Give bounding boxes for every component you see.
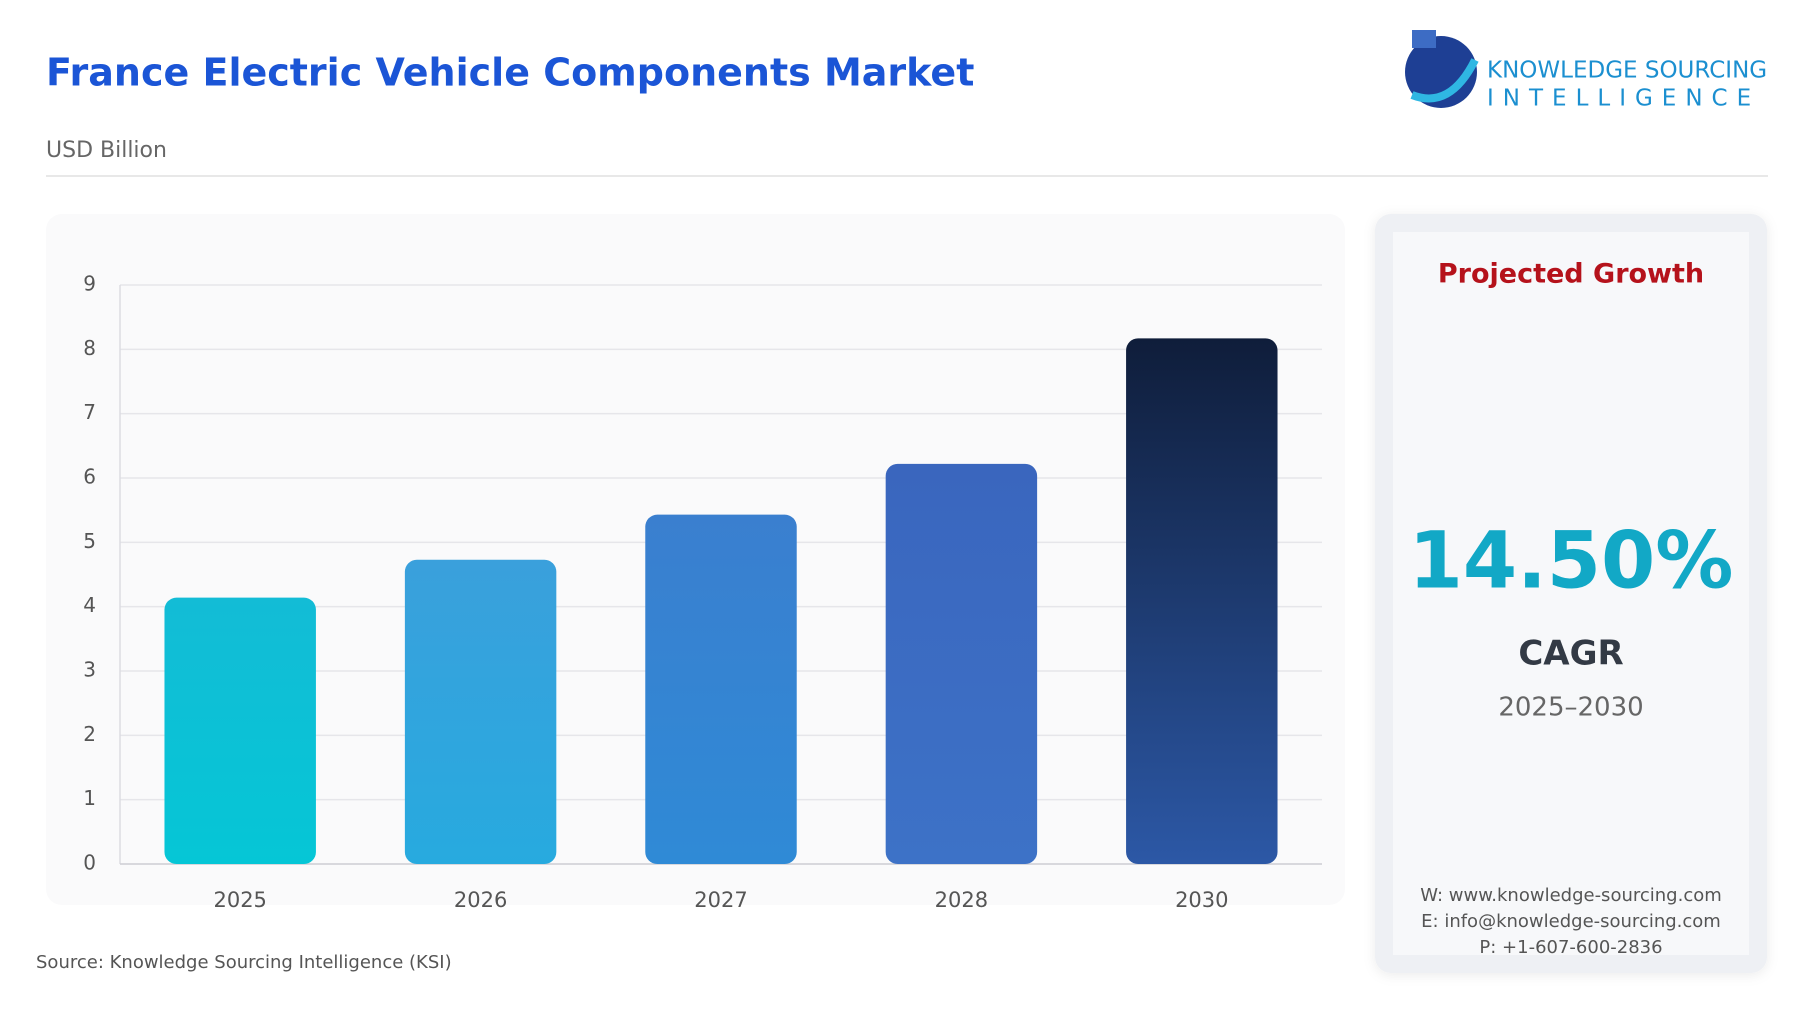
cagr-value: 14.50% bbox=[1409, 516, 1734, 606]
chart: 0 1 2 3 4 5 6 7 8 9 2025 2026 2027 2028 2030 bbox=[83, 272, 1322, 912]
x-tick-label: 2025 bbox=[213, 888, 266, 912]
y-tick-label: 3 bbox=[83, 658, 96, 682]
y-tick-label: 7 bbox=[83, 400, 96, 424]
bar bbox=[164, 597, 316, 864]
contact: E: info@knowledge-sourcing.com bbox=[1421, 911, 1721, 932]
logo: KNOWLEDGE SOURCING INTELLIGENCE bbox=[1405, 30, 1767, 112]
y-tick-label: 6 bbox=[83, 465, 96, 489]
y-tick-label: 9 bbox=[83, 272, 96, 296]
contact: W: www.knowledge-sourcing.com bbox=[1420, 885, 1722, 906]
source: Source: Knowledge Sourcing Intelligence … bbox=[36, 952, 452, 973]
logo-text: INTELLIGENCE bbox=[1487, 86, 1760, 112]
title: France Electric Vehicle Components Marke… bbox=[46, 51, 974, 95]
y-tick-label: 4 bbox=[83, 593, 96, 617]
cagr-label: CAGR bbox=[1518, 634, 1623, 674]
logo-text: KNOWLEDGE SOURCING bbox=[1487, 58, 1767, 84]
y-tick-label: 5 bbox=[83, 529, 96, 553]
y-tick-label: 2 bbox=[83, 722, 96, 746]
bar bbox=[404, 559, 557, 864]
y-tick-label: 8 bbox=[83, 336, 96, 360]
bar bbox=[885, 463, 1038, 864]
y-tick-label: 1 bbox=[83, 786, 96, 810]
x-tick-label: 2028 bbox=[935, 888, 988, 912]
bar bbox=[645, 514, 797, 864]
x-tick-label: 2027 bbox=[694, 888, 747, 912]
x-tick-label: 2030 bbox=[1175, 888, 1228, 912]
contact: P: +1-607-600-2836 bbox=[1479, 937, 1662, 958]
logo-blocks bbox=[1412, 30, 1436, 48]
growth-panel-inner bbox=[1393, 232, 1749, 955]
logo-globe bbox=[1405, 36, 1477, 108]
subtitle: USD Billion bbox=[46, 138, 167, 163]
cagr-period: 2025–2030 bbox=[1498, 693, 1643, 723]
x-tick-label: 2026 bbox=[454, 888, 507, 912]
logo-swoosh bbox=[1410, 58, 1479, 103]
panel-heading: Projected Growth bbox=[1438, 259, 1704, 290]
y-tick-label: 0 bbox=[83, 851, 96, 875]
bar bbox=[1126, 338, 1278, 864]
